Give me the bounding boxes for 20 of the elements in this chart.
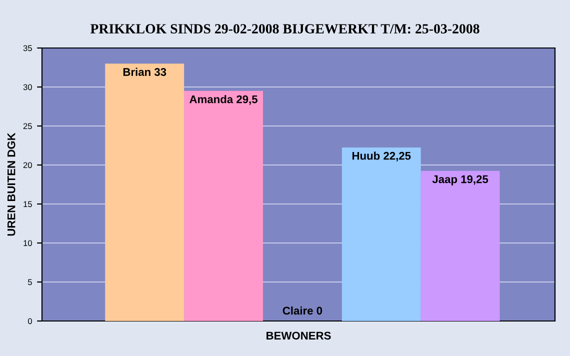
data-label: Amanda 29,5 — [190, 95, 258, 105]
y-tick-label: 35 — [23, 45, 32, 52]
y-tick-label: 10 — [24, 240, 32, 246]
bar — [342, 147, 421, 321]
x-axis-title: BEWONERS — [266, 332, 331, 340]
y-tick-label: 20 — [23, 162, 32, 168]
bar — [105, 64, 184, 321]
y-tick-label: 5 — [28, 279, 32, 286]
y-axis-title: UREN BUITEN DGK — [7, 132, 16, 236]
y-tick-label: 0 — [28, 318, 32, 324]
data-label: Jaap 19,25 — [432, 175, 488, 186]
bar — [420, 170, 500, 321]
bar — [184, 90, 263, 321]
y-tick-label: 15 — [24, 201, 32, 208]
data-label: Huub 22,25 — [352, 152, 411, 162]
y-tick-label: 30 — [23, 84, 32, 90]
y-tick-label: 25 — [23, 123, 32, 130]
data-label: Brian 33 — [123, 68, 166, 76]
data-label: Claire 0 — [282, 306, 322, 315]
chart-title: PRIKKLOK SINDS 29-02-2008 BIJGEWERKT T/M: 25-03-2008 — [90, 24, 480, 34]
